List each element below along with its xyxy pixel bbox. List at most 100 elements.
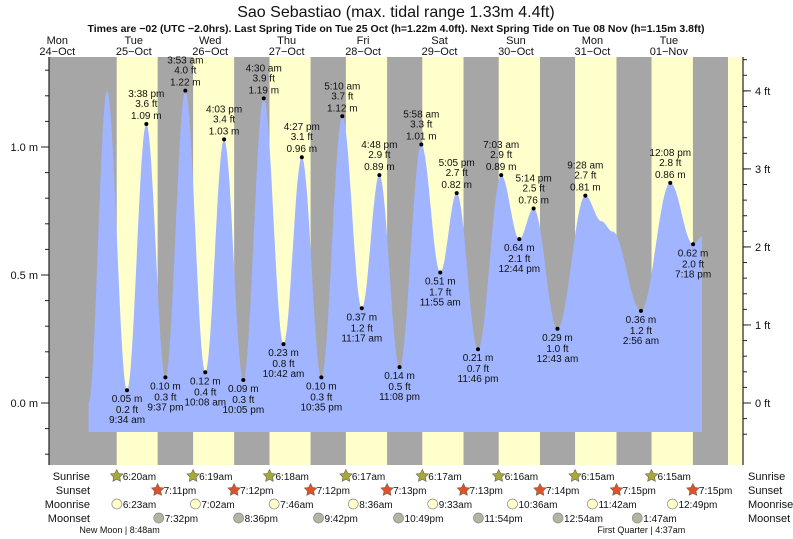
low-tide-point: [438, 270, 443, 275]
sunrise-icon: [109, 468, 124, 482]
event-time: 7:13pm: [393, 486, 426, 497]
sunset-icon: [686, 482, 700, 496]
moonset-icon: [233, 512, 244, 524]
moon-phase-label: New Moon | 8:48am: [79, 525, 159, 535]
event-time: 9:33am: [439, 500, 472, 511]
tide-time: 12:08 pm: [649, 148, 691, 159]
tide-height-ft: 4.0 ft: [174, 66, 196, 77]
tide-height-m: 1.22 m: [170, 78, 201, 89]
tide-height-m: 0.14 m: [384, 371, 415, 382]
tide-height-ft: 0.2 ft: [116, 405, 138, 416]
event-time: 6:18am: [275, 472, 308, 483]
low-tide-point: [319, 375, 324, 380]
high-tide-point: [419, 142, 424, 147]
row-label-left: Sunset: [56, 485, 90, 497]
event-time: 12:49pm: [678, 500, 717, 511]
tide-height-ft: 3.1 ft: [291, 132, 313, 143]
high-tide-point: [144, 121, 149, 126]
event-time: 6:20am: [123, 472, 156, 483]
low-tide-point: [517, 237, 522, 242]
row-label-left: Moonset: [48, 513, 90, 525]
tide-height-m: 1.09 m: [131, 111, 162, 122]
event-time: 7:11pm: [164, 486, 197, 497]
high-tide-point: [299, 155, 304, 160]
moonset-icon: [393, 512, 404, 524]
tide-time: 11:55 am: [420, 297, 461, 308]
sunset-icon: [227, 482, 241, 496]
event-time: 7:46am: [280, 500, 313, 511]
tide-time: 5:05 pm: [439, 158, 475, 169]
low-tide-point: [691, 242, 696, 247]
tide-height-m: 0.10 m: [306, 381, 337, 392]
event-time: 11:42am: [598, 500, 636, 511]
event-time: 8:36pm: [245, 514, 278, 525]
sunset-icon: [533, 482, 547, 496]
date-label: 30−Oct: [498, 46, 534, 58]
moonset-icon: [473, 512, 484, 524]
tide-height-m: 1.19 m: [248, 85, 279, 96]
high-tide-point: [183, 88, 188, 93]
tide-height-ft: 3.7 ft: [331, 91, 353, 102]
tide-time: 7:03 am: [483, 140, 519, 151]
day-of-week-label: Mon: [47, 35, 68, 47]
date-label: 24−Oct: [39, 46, 75, 58]
moonset-icon: [552, 512, 564, 524]
high-tide-point: [583, 193, 588, 198]
low-tide-point: [397, 365, 402, 370]
sunrise-icon: [186, 468, 200, 482]
moonrise-icon: [347, 498, 359, 510]
high-tide-point: [668, 180, 673, 185]
event-time: 7:14pm: [546, 486, 579, 497]
low-tide-point: [638, 308, 643, 313]
moonset-icon: [313, 512, 324, 524]
row-label-right: Moonrise: [748, 499, 793, 511]
tide-height-m: 1.01 m: [406, 131, 437, 142]
tide-height-ft: 0.3 ft: [154, 392, 176, 403]
date-label: 27−Oct: [269, 46, 305, 58]
tide-time: 11:08 pm: [379, 392, 420, 403]
event-time: 6:15am: [658, 472, 691, 483]
day-of-week-label: Thu: [277, 35, 296, 47]
sunrise-icon: [644, 468, 659, 482]
moonrise-icon: [587, 498, 598, 510]
date-label: 29−Oct: [422, 46, 458, 58]
right-tick-label: 2 ft: [755, 242, 770, 254]
event-time: 6:16am: [505, 472, 538, 483]
tide-time: 10:35 pm: [300, 402, 342, 413]
tide-height-ft: 1.0 ft: [546, 344, 568, 355]
tide-time: 10:05 pm: [222, 405, 264, 416]
low-tide-point: [125, 388, 130, 393]
tide-height-ft: 1.7 ft: [429, 287, 451, 298]
sunset-icon: [609, 482, 624, 496]
moonset-icon: [631, 512, 643, 524]
event-time: 12:54am: [564, 514, 603, 525]
event-time: 6:19am: [199, 472, 232, 483]
row-label-right: Sunrise: [748, 471, 785, 483]
tide-height-m: 0.89 m: [364, 162, 395, 173]
tide-height-m: 0.12 m: [190, 376, 221, 387]
moonrise-icon: [667, 498, 678, 510]
moonrise-icon: [190, 498, 201, 510]
low-tide-point: [163, 375, 168, 380]
tide-height-m: 0.21 m: [463, 353, 494, 364]
event-time: 8:36am: [359, 500, 392, 511]
tide-height-m: 0.05 m: [112, 394, 143, 405]
moonrise-icon: [507, 498, 518, 510]
low-tide-point: [203, 370, 208, 375]
tide-height-ft: 2.7 ft: [574, 171, 596, 182]
high-tide-point: [222, 137, 227, 142]
tide-height-ft: 0.8 ft: [272, 359, 294, 370]
chart-subtitle: Times are −02 (UTC −2.0hrs). Last Spring…: [88, 23, 705, 35]
date-label: 01−Nov: [650, 46, 689, 58]
day-of-week-label: Sat: [431, 35, 448, 47]
sunset-icon: [380, 482, 394, 496]
tide-time: 3:38 pm: [128, 89, 164, 100]
event-time: 7:15pm: [699, 486, 732, 497]
tide-time: 12:43 am: [537, 354, 579, 365]
day-of-week-label: Mon: [582, 35, 603, 47]
tide-height-ft: 2.0 ft: [682, 259, 704, 270]
tide-extrema: 0.05 m0.2 ft9:34 am 3:38 pm3.6 ft1.09 m 0.…: [109, 56, 711, 427]
row-label-left: Moonrise: [45, 499, 90, 511]
event-time: 6:15am: [581, 472, 614, 483]
tide-height-ft: 3.6 ft: [135, 99, 157, 110]
